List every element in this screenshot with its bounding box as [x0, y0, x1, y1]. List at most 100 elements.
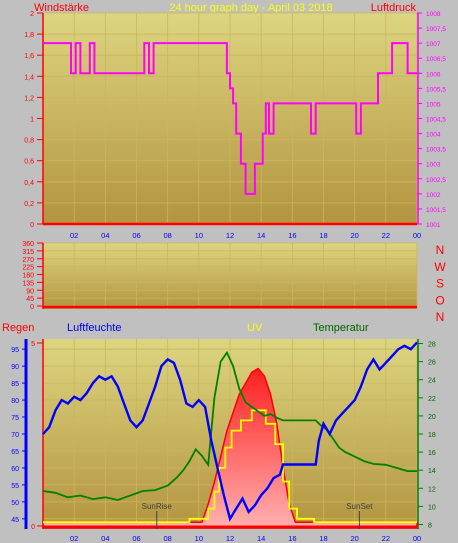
humidity-tick-label: 70	[11, 432, 19, 439]
luftdruck-label: Luftdruck	[371, 2, 417, 14]
x-tick-label: 20	[350, 231, 358, 240]
compass-label: S	[436, 277, 444, 291]
left-tick-label: 0,2	[24, 201, 34, 208]
right-tick-label: 1002,5	[426, 177, 446, 184]
x-tick-label: 04	[101, 231, 109, 240]
humidity-tick-label: 65	[11, 449, 19, 456]
uv-label: UV	[247, 322, 263, 334]
humidity-tick-label: 80	[11, 398, 19, 405]
x-tick-label: 06	[132, 534, 140, 543]
humidity-tick-label: 55	[11, 483, 19, 490]
right-tick-label: 1005	[426, 101, 441, 108]
left-tick-label: 0,4	[24, 180, 34, 187]
left-tick-label: 315	[22, 249, 34, 256]
regen-label: Regen	[2, 322, 34, 334]
temperature-tick-label: 12	[428, 486, 436, 493]
sunrise-label: SunRise	[142, 502, 173, 511]
left-tick-label: 270	[22, 257, 34, 264]
temperature-tick-label: 14	[428, 468, 436, 475]
right-tick-label: 1001	[426, 222, 441, 229]
temperature-tick-label: 28	[428, 342, 436, 349]
compass-label: N	[436, 243, 445, 257]
compass-label: N	[436, 310, 445, 324]
humidity-tick-label: 50	[11, 500, 19, 507]
x-tick-label: 04	[101, 534, 109, 543]
series-luftfeuchte-line	[42, 341, 418, 522]
x-tick-label: 12	[226, 534, 234, 543]
temperature-tick-label: 22	[428, 396, 436, 403]
regen-tick-label: 5	[31, 341, 35, 348]
regen-tick-label: 0	[31, 524, 35, 531]
right-tick-label: 1002	[426, 192, 441, 199]
x-tick-label: 18	[319, 534, 327, 543]
left-tick-label: 45	[26, 296, 34, 303]
humidity-tick-label: 95	[11, 347, 19, 354]
right-tick-label: 1006	[426, 71, 441, 78]
left-tick-label: 0	[30, 222, 34, 229]
humidity-tick-label: 60	[11, 466, 19, 473]
temperature-tick-label: 24	[428, 378, 436, 385]
graph-title: 24 hour graph day - April 03 2018	[169, 2, 332, 14]
humidity-tick-label: 90	[11, 364, 19, 371]
right-tick-label: 1004,5	[426, 117, 446, 124]
x-tick-label: 14	[257, 534, 265, 543]
x-tick-label: 16	[288, 231, 296, 240]
left-tick-label: 360	[22, 241, 34, 248]
humidity-tick-label: 85	[11, 381, 19, 388]
x-tick-label: 10	[195, 534, 203, 543]
x-tick-label: 02	[70, 231, 78, 240]
luftfeuchte-label: Luftfeuchte	[67, 322, 121, 334]
right-tick-label: 1004	[426, 132, 441, 139]
right-tick-label: 1003	[426, 162, 441, 169]
right-tick-label: 1006,5	[426, 56, 446, 63]
series-uv-line	[43, 409, 417, 524]
x-tick-label: 20	[350, 534, 358, 543]
humidity-tick-label: 45	[11, 517, 19, 524]
windstaerke-label: Windstärke	[34, 2, 89, 14]
left-tick-label: 0	[30, 304, 34, 311]
right-tick-label: 1003,5	[426, 147, 446, 154]
left-tick-label: 2	[30, 11, 34, 18]
right-tick-label: 1007	[426, 41, 441, 48]
left-tick-label: 90	[26, 288, 34, 295]
sunset-label: SunSet	[346, 502, 373, 511]
x-tick-label: 18	[319, 231, 327, 240]
x-tick-label: 12	[226, 231, 234, 240]
compass-label: O	[435, 293, 444, 307]
left-tick-label: 1,8	[24, 32, 34, 39]
temperature-tick-label: 8	[428, 522, 432, 529]
temperature-tick-label: 16	[428, 450, 436, 457]
humidity-tick-label: 75	[11, 415, 19, 422]
left-tick-label: 225	[22, 265, 34, 272]
x-tick-label: 08	[163, 534, 171, 543]
left-tick-label: 135	[22, 280, 34, 287]
right-tick-label: 1005,5	[426, 86, 446, 93]
pressure-wind-panel: 0 0,2 0,4 0,6 0,8 1 1,2 1,4 1,6 1,8 2 1001 1001,5 10…	[24, 11, 446, 240]
left-tick-label: 0,6	[24, 159, 34, 166]
temperature-tick-label: 18	[428, 432, 436, 439]
x-tick-label: 02	[70, 534, 78, 543]
compass-label: W	[434, 260, 446, 274]
right-tick-label: 1007,5	[426, 26, 446, 33]
x-tick-label: 10	[195, 231, 203, 240]
left-tick-label: 1,2	[24, 95, 34, 102]
climate-panel: 0 5 45 50 55 60 65 70 75 80 85 90 95 8 10 12 14 16 18 20 2…	[11, 339, 436, 543]
left-tick-label: 0,8	[24, 138, 34, 145]
x-tick-label: 00	[413, 534, 421, 543]
x-tick-label: 00	[413, 231, 421, 240]
left-tick-label: 1	[30, 117, 34, 124]
series-temperatur-line	[42, 350, 417, 501]
x-tick-label: 14	[257, 231, 265, 240]
right-tick-label: 1001,5	[426, 207, 446, 214]
temperature-tick-label: 26	[428, 360, 436, 367]
x-tick-label: 06	[132, 231, 140, 240]
right-tick-label: 1008	[426, 11, 441, 18]
temperature-tick-label: 20	[428, 414, 436, 421]
x-tick-label: 08	[163, 231, 171, 240]
left-tick-label: 180	[22, 273, 34, 280]
x-tick-label: 16	[288, 534, 296, 543]
temperature-tick-label: 10	[428, 504, 436, 511]
